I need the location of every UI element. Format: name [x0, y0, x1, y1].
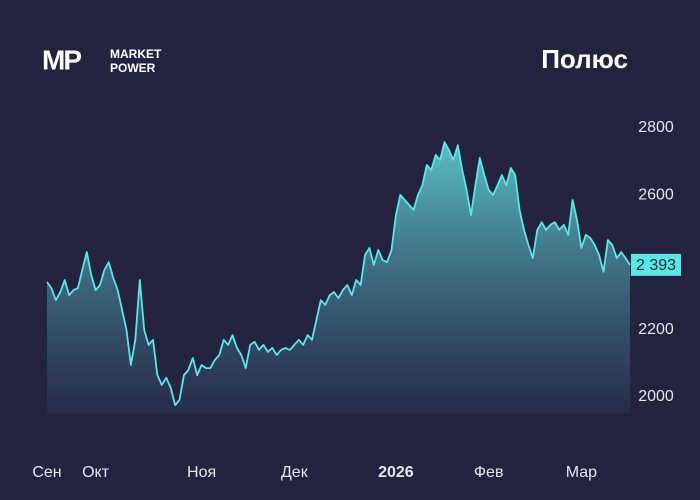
x-tick-label: Ноя [187, 464, 216, 481]
x-tick-label: Фев [474, 464, 504, 481]
y-tick-label: 2000 [638, 388, 674, 405]
x-tick-label: Дек [281, 464, 309, 481]
logo-mark: MP [42, 44, 81, 75]
logo-line: MARKET [110, 47, 162, 61]
y-tick-label: 2800 [638, 119, 674, 136]
area-fill [47, 142, 630, 414]
x-tick-label: Окт [82, 464, 110, 481]
last-value-box [631, 253, 681, 276]
x-tick-label: Мар [566, 464, 597, 481]
price-line [46, 141, 631, 406]
x-tick-label: Сен [32, 464, 61, 481]
logo-line: POWER [110, 61, 156, 75]
chart-title: Полюс [541, 44, 628, 74]
y-tick-label: 2600 [638, 186, 674, 203]
last-value-label: 2 393 [636, 257, 676, 274]
y-tick-label: 2200 [638, 321, 674, 338]
x-tick-label: 2026 [378, 464, 414, 481]
